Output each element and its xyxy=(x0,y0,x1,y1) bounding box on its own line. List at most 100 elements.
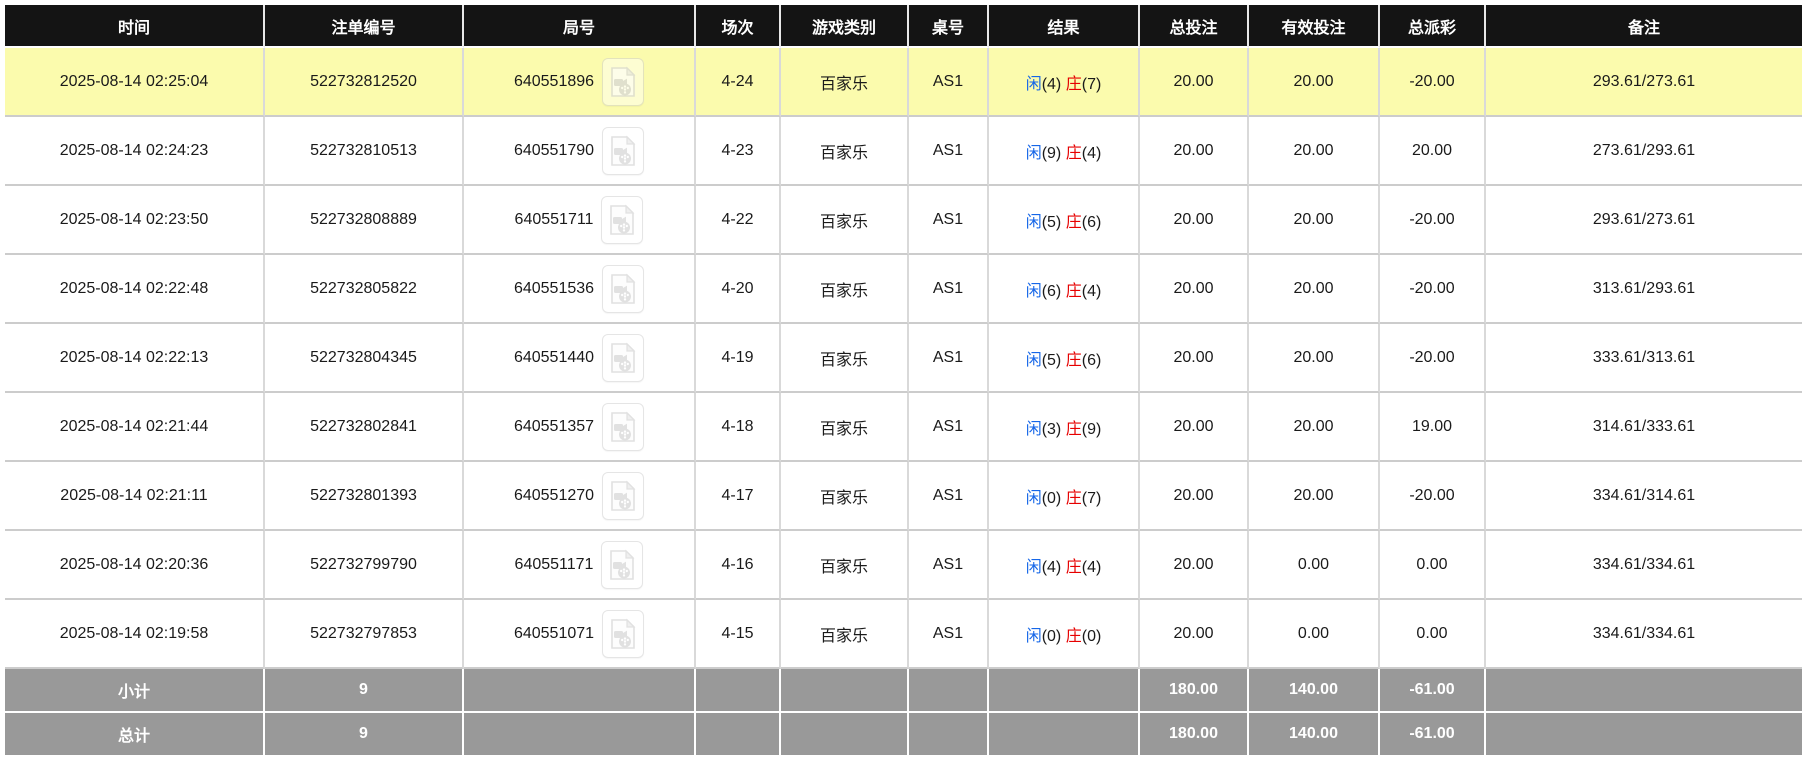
cell-round-id: 640551270 xyxy=(464,462,696,531)
result-player-label: 闲 xyxy=(1025,489,1042,507)
cell-session: 4-15 xyxy=(696,600,781,669)
cell-bet-id: 522732797853 xyxy=(265,600,464,669)
totals-count: 9 xyxy=(265,669,464,713)
cell-total-bet: 20.00 xyxy=(1140,48,1249,117)
cell-payout: 20.00 xyxy=(1380,117,1486,186)
result-banker-value: (4) xyxy=(1081,144,1102,162)
cell-game-type: 百家乐 xyxy=(781,393,909,462)
cell-round-id: 640551071 xyxy=(464,600,696,669)
video-replay-button[interactable] xyxy=(601,195,644,244)
result-banker-value: (7) xyxy=(1081,489,1102,507)
result-banker-value: (4) xyxy=(1081,282,1102,300)
bet-record-row[interactable]: 2025-08-14 02:20:36 522732799790 6405511… xyxy=(5,531,1802,600)
result-banker-value: (6) xyxy=(1081,351,1102,369)
result-player-value: (9) xyxy=(1041,144,1062,162)
bet-record-row[interactable]: 2025-08-14 02:25:04 522732812520 6405518… xyxy=(5,48,1802,117)
totals-label: 小计 xyxy=(5,669,265,713)
cell-result: 闲(3) 庄(9) xyxy=(989,393,1140,462)
result-player-label: 闲 xyxy=(1025,144,1042,162)
video-record-icon xyxy=(611,411,636,442)
result-player-label: 闲 xyxy=(1025,420,1042,438)
result-banker-label: 庄 xyxy=(1065,213,1082,231)
video-replay-button[interactable] xyxy=(601,540,644,589)
cell-result: 闲(0) 庄(0) xyxy=(989,600,1140,669)
result-player-value: (6) xyxy=(1041,282,1062,300)
cell-remark: 334.61/314.61 xyxy=(1486,462,1802,531)
video-record-icon xyxy=(611,66,636,97)
cell-payout: 19.00 xyxy=(1380,393,1486,462)
result-player-label: 闲 xyxy=(1025,213,1042,231)
cell-total-bet: 20.00 xyxy=(1140,462,1249,531)
bet-record-row[interactable]: 2025-08-14 02:24:23 522732810513 6405517… xyxy=(5,117,1802,186)
cell-session: 4-24 xyxy=(696,48,781,117)
totals-payout: -61.00 xyxy=(1380,713,1486,757)
cell-result: 闲(4) 庄(4) xyxy=(989,531,1140,600)
cell-total-bet: 20.00 xyxy=(1140,600,1249,669)
cell-result: 闲(4) 庄(7) xyxy=(989,48,1140,117)
video-replay-button[interactable] xyxy=(602,333,645,382)
cell-bet-id: 522732804345 xyxy=(265,324,464,393)
result-player-label: 闲 xyxy=(1025,351,1042,369)
cell-result: 闲(9) 庄(4) xyxy=(989,117,1140,186)
cell-total-bet: 20.00 xyxy=(1140,393,1249,462)
cell-game-type: 百家乐 xyxy=(781,531,909,600)
cell-payout: -20.00 xyxy=(1380,462,1486,531)
cell-payout: -20.00 xyxy=(1380,48,1486,117)
column-header-table_no: 桌号 xyxy=(909,5,989,48)
cell-valid-bet: 0.00 xyxy=(1249,600,1380,669)
result-player-value: (4) xyxy=(1041,75,1062,93)
cell-session: 4-16 xyxy=(696,531,781,600)
cell-bet-id: 522732801393 xyxy=(265,462,464,531)
cell-time: 2025-08-14 02:21:11 xyxy=(5,462,265,531)
cell-session: 4-22 xyxy=(696,186,781,255)
bet-record-row[interactable]: 2025-08-14 02:22:13 522732804345 6405514… xyxy=(5,324,1802,393)
round-number: 640551536 xyxy=(513,279,595,297)
column-header-time: 时间 xyxy=(5,5,265,48)
result-banker-value: (9) xyxy=(1081,420,1102,438)
totals-total-bet: 180.00 xyxy=(1140,669,1249,713)
cell-result: 闲(0) 庄(7) xyxy=(989,462,1140,531)
cell-table-no: AS1 xyxy=(909,255,989,324)
cell-valid-bet: 20.00 xyxy=(1249,48,1380,117)
totals-payout: -61.00 xyxy=(1380,669,1486,713)
video-record-icon xyxy=(611,135,636,166)
cell-payout: 0.00 xyxy=(1380,600,1486,669)
bet-record-row[interactable]: 2025-08-14 02:21:11 522732801393 6405512… xyxy=(5,462,1802,531)
cell-remark: 314.61/333.61 xyxy=(1486,393,1802,462)
cell-result: 闲(6) 庄(4) xyxy=(989,255,1140,324)
cell-bet-id: 522732805822 xyxy=(265,255,464,324)
cell-time: 2025-08-14 02:25:04 xyxy=(5,48,265,117)
bet-record-row[interactable]: 2025-08-14 02:23:50 522732808889 6405517… xyxy=(5,186,1802,255)
round-number: 640551171 xyxy=(514,555,594,573)
bet-record-row[interactable]: 2025-08-14 02:22:48 522732805822 6405515… xyxy=(5,255,1802,324)
cell-valid-bet: 20.00 xyxy=(1249,117,1380,186)
cell-total-bet: 20.00 xyxy=(1140,186,1249,255)
video-replay-button[interactable] xyxy=(602,609,645,658)
cell-payout: -20.00 xyxy=(1380,324,1486,393)
cell-round-id: 640551357 xyxy=(464,393,696,462)
result-player-value: (0) xyxy=(1041,489,1062,507)
cell-round-id: 640551711 xyxy=(464,186,696,255)
cell-game-type: 百家乐 xyxy=(781,255,909,324)
cell-remark: 333.61/313.61 xyxy=(1486,324,1802,393)
column-header-total_bet: 总投注 xyxy=(1140,5,1249,48)
cell-payout: -20.00 xyxy=(1380,255,1486,324)
result-banker-label: 庄 xyxy=(1065,489,1082,507)
video-replay-button[interactable] xyxy=(602,471,645,520)
cell-remark: 334.61/334.61 xyxy=(1486,600,1802,669)
bet-record-row[interactable]: 2025-08-14 02:19:58 522732797853 6405510… xyxy=(5,600,1802,669)
column-header-payout: 总派彩 xyxy=(1380,5,1486,48)
result-banker-label: 庄 xyxy=(1065,75,1082,93)
cell-game-type: 百家乐 xyxy=(781,186,909,255)
bet-record-row[interactable]: 2025-08-14 02:21:44 522732802841 6405513… xyxy=(5,393,1802,462)
cell-game-type: 百家乐 xyxy=(781,117,909,186)
cell-result: 闲(5) 庄(6) xyxy=(989,186,1140,255)
video-replay-button[interactable] xyxy=(602,402,645,451)
video-replay-button[interactable] xyxy=(602,57,645,106)
column-header-game: 游戏类别 xyxy=(781,5,909,48)
video-replay-button[interactable] xyxy=(602,126,645,175)
cell-table-no: AS1 xyxy=(909,48,989,117)
column-header-round_id: 局号 xyxy=(464,5,696,48)
cell-valid-bet: 20.00 xyxy=(1249,393,1380,462)
video-replay-button[interactable] xyxy=(602,264,645,313)
